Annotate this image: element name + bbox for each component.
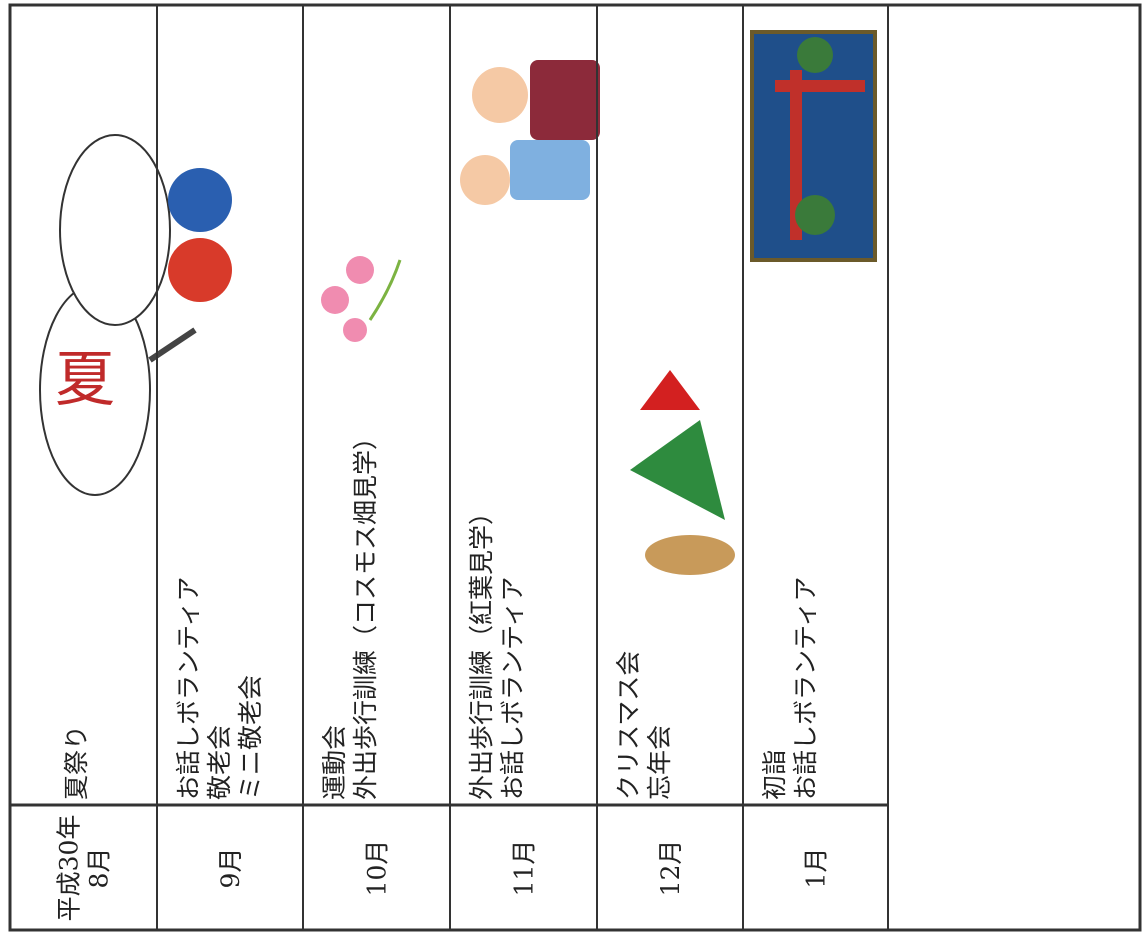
person bbox=[510, 140, 590, 200]
event-text: 初詣 bbox=[760, 750, 789, 800]
illustrations: 夏 bbox=[39, 30, 877, 575]
person bbox=[530, 60, 600, 140]
tree bbox=[795, 195, 835, 235]
santa-hat bbox=[640, 370, 700, 410]
event-text: ミニ敬老会 bbox=[236, 675, 265, 800]
tree bbox=[630, 420, 725, 520]
person-head bbox=[472, 67, 528, 123]
flower bbox=[346, 256, 374, 284]
event-text: お話しボランティア bbox=[791, 576, 820, 800]
event-text: 夏祭り bbox=[62, 725, 91, 800]
torii bbox=[790, 70, 802, 240]
event-text: 外出歩行訓練（コスモス畑見学） bbox=[351, 425, 380, 800]
event-text: 忘年会 bbox=[645, 725, 674, 800]
month-label: 8月 bbox=[85, 848, 114, 889]
event-text: 運動会 bbox=[320, 725, 349, 800]
tree bbox=[797, 37, 833, 73]
event-text: お話しボランティア bbox=[498, 576, 527, 800]
flower bbox=[343, 318, 367, 342]
person-head bbox=[460, 155, 510, 205]
yoyo bbox=[168, 238, 232, 302]
flower bbox=[321, 286, 349, 314]
stem bbox=[368, 259, 402, 321]
fan-char: 夏 bbox=[55, 345, 115, 415]
event-text: クリスマス会 bbox=[614, 651, 643, 800]
month-label: 10月 bbox=[363, 840, 392, 897]
event-text: 敬老会 bbox=[205, 725, 234, 800]
month-label: 11月 bbox=[510, 840, 539, 897]
reindeer bbox=[645, 535, 735, 575]
table-border bbox=[8, 3, 1142, 932]
month-label: 12月 bbox=[656, 840, 685, 897]
month-label: 9月 bbox=[216, 848, 245, 889]
event-text: お話しボランティア bbox=[174, 576, 203, 800]
month-label: 平成30年 bbox=[55, 815, 84, 922]
event-text: 外出歩行訓練（紅葉見学） bbox=[467, 500, 496, 800]
yoyo bbox=[168, 168, 232, 232]
fan bbox=[59, 134, 171, 326]
month-label: 1月 bbox=[802, 848, 831, 889]
torii bbox=[775, 80, 865, 92]
